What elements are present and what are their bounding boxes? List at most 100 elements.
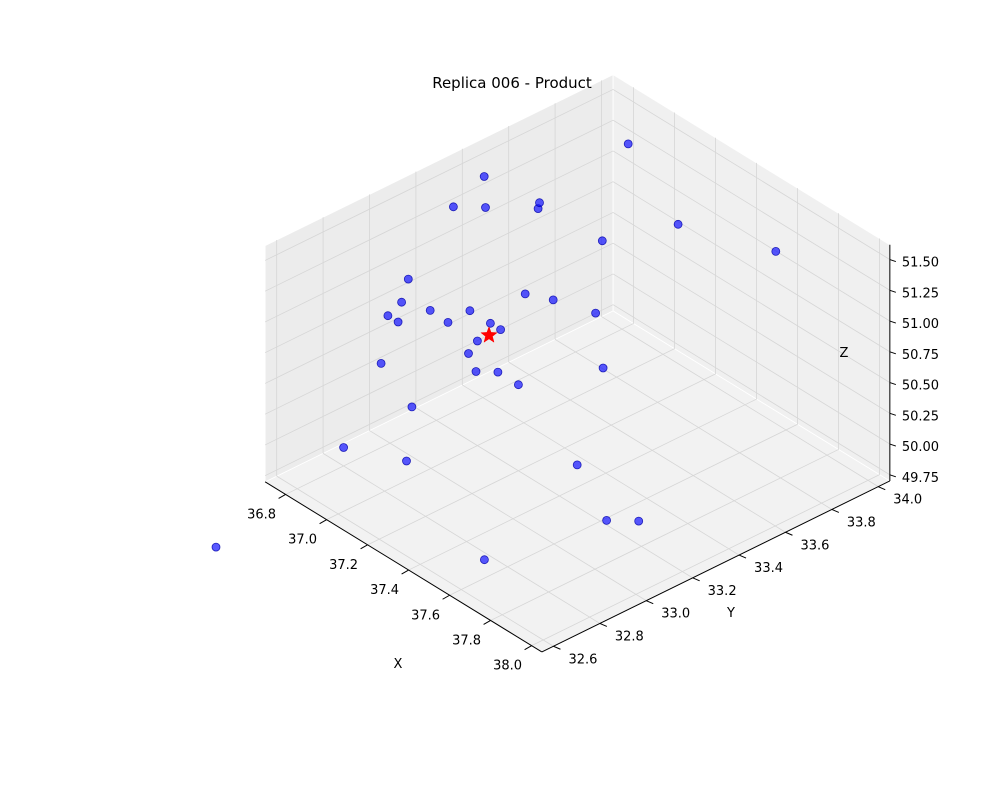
y-tick-label: 33.4 bbox=[754, 561, 783, 576]
data-point bbox=[673, 219, 683, 229]
y-tick-label: 33.2 bbox=[708, 584, 737, 599]
data-point bbox=[496, 325, 506, 335]
star-marker bbox=[480, 326, 498, 343]
data-point bbox=[602, 516, 611, 525]
x-tick-label: 37.0 bbox=[288, 533, 317, 548]
x-tick-mark bbox=[360, 544, 368, 550]
data-point bbox=[485, 318, 495, 328]
z-tick-label: 51.25 bbox=[902, 286, 939, 301]
x-tick-mark bbox=[483, 620, 491, 625]
z-tick-mark bbox=[889, 443, 897, 447]
z-grid-left bbox=[264, 181, 614, 354]
data-point bbox=[472, 336, 482, 346]
y-grid-floor bbox=[415, 407, 693, 579]
x-tick-label: 36.8 bbox=[247, 507, 276, 522]
data-point bbox=[591, 308, 600, 318]
z-tick-label: 50.75 bbox=[902, 348, 939, 363]
data-point bbox=[598, 363, 608, 373]
z-tick-label: 50.00 bbox=[902, 440, 939, 455]
z-tick-mark bbox=[889, 289, 897, 293]
data-point bbox=[597, 236, 607, 246]
y-grid-floor bbox=[462, 384, 740, 556]
z-tick-mark bbox=[889, 259, 897, 263]
data-point bbox=[403, 274, 413, 284]
y-tick-mark bbox=[599, 622, 608, 627]
z-grid-back bbox=[612, 181, 891, 353]
z-grid-left bbox=[264, 89, 614, 261]
x-tick-mark bbox=[319, 519, 327, 525]
y-tick-mark bbox=[646, 600, 654, 605]
y-tick-label: 33.6 bbox=[800, 538, 829, 553]
chart-title: Replica 006 - Product bbox=[432, 74, 592, 92]
data-point bbox=[471, 367, 481, 376]
z-tick-label: 50.50 bbox=[902, 379, 939, 394]
data-point bbox=[520, 289, 530, 299]
y-tick-label: 32.6 bbox=[568, 652, 597, 667]
z-grid-back bbox=[612, 242, 891, 414]
data-point bbox=[514, 380, 523, 390]
data-point bbox=[402, 456, 411, 466]
axis-panes bbox=[264, 73, 891, 653]
x-axis-label: X bbox=[394, 657, 403, 672]
data-point bbox=[464, 349, 473, 358]
data-points bbox=[211, 139, 781, 565]
y-tick-mark bbox=[831, 508, 840, 513]
z-grid-back bbox=[612, 273, 891, 445]
y-grid-floor bbox=[508, 361, 786, 533]
y-axis-label: Y bbox=[726, 606, 735, 621]
z-tick-label: 49.75 bbox=[902, 471, 939, 486]
x-axis-line bbox=[264, 481, 543, 653]
y-grid-floor bbox=[322, 453, 601, 624]
data-point bbox=[535, 198, 544, 208]
z-tick-mark bbox=[889, 351, 897, 355]
data-point bbox=[548, 295, 558, 305]
y-tick-label: 33.8 bbox=[847, 515, 876, 530]
x-tick-mark bbox=[401, 569, 409, 575]
z-tick-label: 51.50 bbox=[902, 256, 939, 271]
x-tick-label: 37.8 bbox=[452, 633, 481, 648]
y-tick-label: 32.8 bbox=[615, 629, 644, 644]
y-tick-mark bbox=[785, 531, 793, 536]
z-grid-left bbox=[264, 304, 614, 477]
z-grid-back bbox=[612, 150, 891, 322]
x-tick-mark bbox=[524, 645, 532, 651]
data-point bbox=[339, 443, 349, 452]
data-point bbox=[771, 246, 781, 256]
data-point bbox=[211, 542, 221, 552]
y-tick-label: 33.0 bbox=[661, 607, 690, 622]
z-grid-left bbox=[264, 212, 614, 384]
z-grid-back bbox=[612, 119, 891, 291]
tick-labels: 36.8 37.0 37.2 37.4 37.6 37.8 38.0 32.6 32.8 33.0… bbox=[247, 256, 939, 674]
z-tick-mark bbox=[889, 382, 897, 386]
y-grid-floor bbox=[276, 475, 554, 647]
data-point bbox=[393, 317, 403, 327]
z-tick-mark bbox=[889, 474, 897, 478]
x-tick-mark bbox=[278, 494, 286, 499]
x-tick-label: 37.2 bbox=[329, 558, 358, 573]
y-tick-mark bbox=[878, 486, 886, 491]
z-tick-mark bbox=[889, 412, 897, 416]
data-point bbox=[479, 555, 489, 565]
z-grid-left bbox=[264, 150, 614, 323]
data-point bbox=[448, 202, 458, 212]
z-tick-label: 50.25 bbox=[902, 409, 939, 424]
data-point bbox=[397, 297, 407, 307]
z-tick-label: 51.00 bbox=[902, 317, 939, 332]
data-point bbox=[376, 358, 386, 368]
z-grid-back bbox=[612, 89, 891, 260]
z-axis-label: Z bbox=[840, 346, 849, 361]
x-tick-label: 37.4 bbox=[370, 583, 399, 598]
z-grid-back bbox=[612, 304, 891, 476]
y-tick-mark bbox=[692, 577, 700, 582]
data-point bbox=[623, 139, 633, 149]
axis-lines bbox=[264, 244, 897, 653]
z-grid-left bbox=[264, 242, 614, 415]
x-tick-mark bbox=[442, 594, 450, 600]
y-grid-floor bbox=[369, 430, 647, 601]
y-tick-mark bbox=[738, 554, 747, 559]
data-point bbox=[493, 367, 503, 377]
z-grid-left bbox=[264, 119, 614, 292]
data-point bbox=[443, 317, 453, 327]
data-point bbox=[479, 172, 489, 181]
